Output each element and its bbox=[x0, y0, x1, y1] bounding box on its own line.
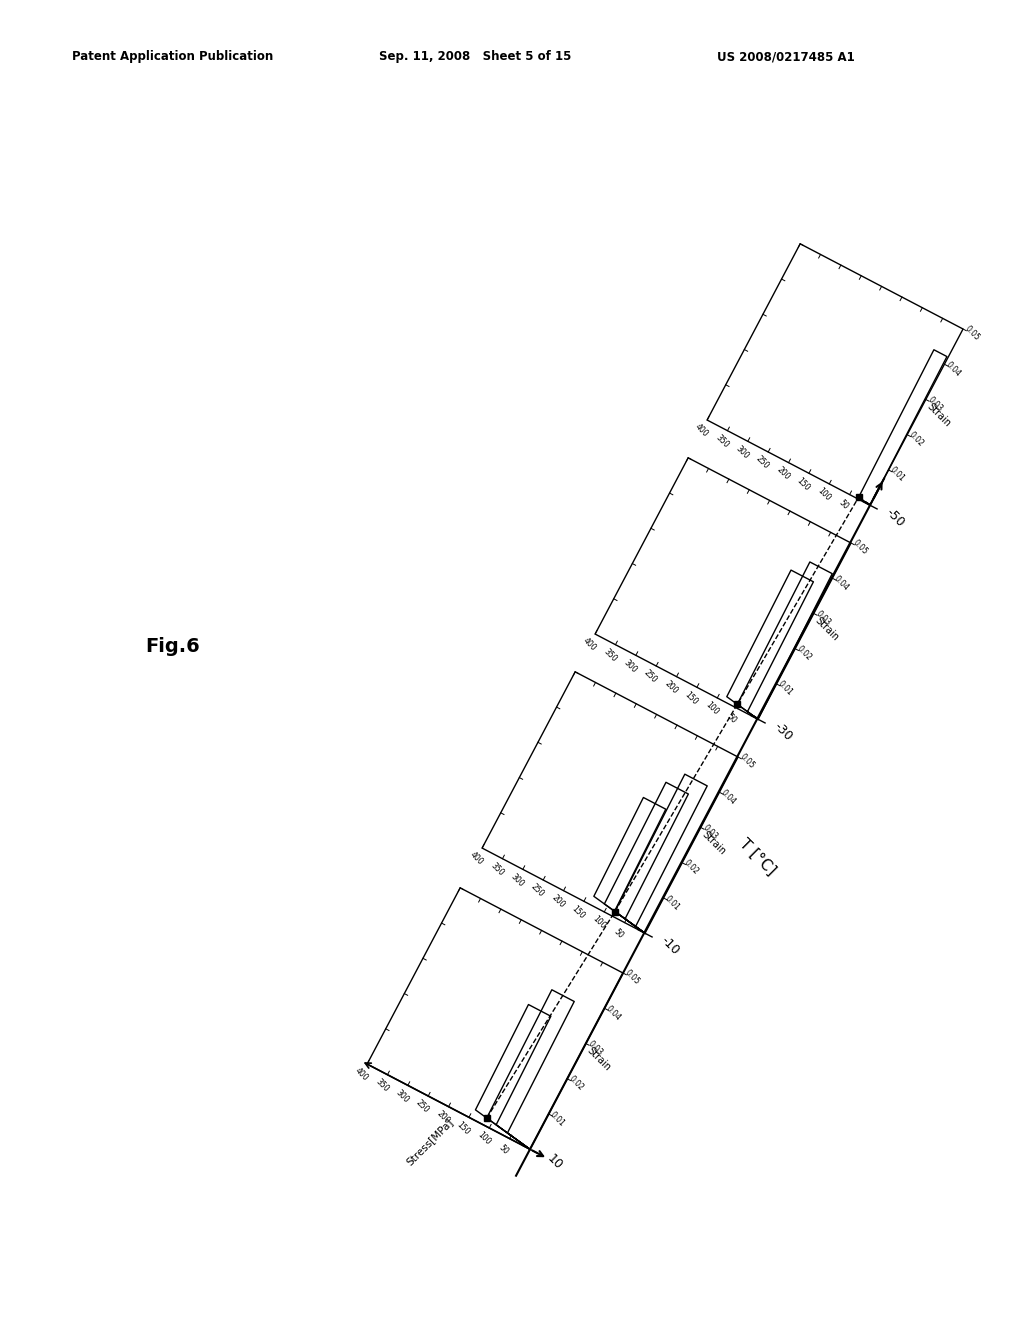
Text: 250: 250 bbox=[642, 668, 658, 685]
Text: US 2008/0217485 A1: US 2008/0217485 A1 bbox=[717, 50, 855, 63]
Text: 0.05: 0.05 bbox=[963, 325, 981, 343]
Text: -50: -50 bbox=[883, 507, 906, 531]
Text: 0.04: 0.04 bbox=[604, 1003, 623, 1022]
Text: 50: 50 bbox=[725, 713, 738, 726]
Text: Strain: Strain bbox=[700, 830, 728, 857]
Text: 200: 200 bbox=[775, 465, 792, 482]
Text: 50: 50 bbox=[498, 1143, 511, 1156]
Text: T [°C]: T [°C] bbox=[736, 837, 778, 878]
Text: 0.04: 0.04 bbox=[719, 788, 737, 807]
Text: 0.01: 0.01 bbox=[889, 466, 906, 484]
Text: -30: -30 bbox=[771, 721, 795, 744]
Text: 400: 400 bbox=[468, 850, 485, 867]
Text: 350: 350 bbox=[601, 647, 618, 664]
Text: 100: 100 bbox=[475, 1130, 492, 1147]
Text: 200: 200 bbox=[434, 1109, 452, 1126]
Text: 200: 200 bbox=[550, 892, 566, 909]
Text: 0.03: 0.03 bbox=[700, 822, 719, 841]
Text: 0.05: 0.05 bbox=[623, 969, 641, 987]
Text: 0.05: 0.05 bbox=[851, 539, 869, 557]
Text: 0.03: 0.03 bbox=[586, 1039, 604, 1057]
Text: 350: 350 bbox=[374, 1077, 390, 1094]
Text: Strain: Strain bbox=[813, 615, 841, 643]
Text: 0.01: 0.01 bbox=[664, 894, 682, 912]
Text: 250: 250 bbox=[415, 1098, 431, 1115]
Text: Stress[MPa]: Stress[MPa] bbox=[404, 1117, 456, 1167]
Text: 0.02: 0.02 bbox=[682, 858, 700, 876]
Text: 250: 250 bbox=[529, 882, 546, 899]
Text: 300: 300 bbox=[734, 444, 751, 461]
Text: 400: 400 bbox=[353, 1067, 370, 1082]
Text: 300: 300 bbox=[509, 871, 525, 888]
Text: 150: 150 bbox=[570, 904, 587, 920]
Text: 150: 150 bbox=[455, 1119, 472, 1137]
Text: Fig.6: Fig.6 bbox=[145, 638, 200, 656]
Text: 100: 100 bbox=[815, 486, 833, 503]
Text: 0.03: 0.03 bbox=[926, 395, 944, 413]
Text: 400: 400 bbox=[582, 636, 598, 653]
Text: 150: 150 bbox=[795, 475, 812, 492]
Text: 100: 100 bbox=[703, 700, 720, 717]
Text: 50: 50 bbox=[838, 499, 851, 512]
Text: 0.01: 0.01 bbox=[549, 1110, 566, 1127]
Text: 300: 300 bbox=[622, 657, 639, 675]
Text: 350: 350 bbox=[488, 861, 505, 878]
Text: 400: 400 bbox=[693, 422, 710, 440]
Text: 50: 50 bbox=[612, 927, 626, 940]
Text: 350: 350 bbox=[714, 433, 730, 450]
Text: 0.02: 0.02 bbox=[907, 430, 926, 449]
Text: 10: 10 bbox=[545, 1152, 565, 1172]
Text: 150: 150 bbox=[683, 689, 699, 706]
Text: 0.02: 0.02 bbox=[567, 1074, 586, 1093]
Text: 0.01: 0.01 bbox=[776, 680, 795, 698]
Text: 100: 100 bbox=[591, 915, 607, 931]
Text: 0.04: 0.04 bbox=[944, 360, 963, 378]
Text: 0.04: 0.04 bbox=[833, 574, 851, 593]
Text: 0.03: 0.03 bbox=[814, 609, 831, 627]
Text: -10: -10 bbox=[658, 935, 682, 958]
Text: 250: 250 bbox=[755, 454, 771, 471]
Text: 300: 300 bbox=[394, 1088, 411, 1105]
Text: Strain: Strain bbox=[586, 1045, 613, 1073]
Text: 0.02: 0.02 bbox=[795, 644, 813, 663]
Text: 200: 200 bbox=[663, 678, 679, 696]
Text: Sep. 11, 2008   Sheet 5 of 15: Sep. 11, 2008 Sheet 5 of 15 bbox=[379, 50, 571, 63]
Text: Strain: Strain bbox=[926, 401, 953, 429]
Text: Patent Application Publication: Patent Application Publication bbox=[72, 50, 273, 63]
Text: 0.05: 0.05 bbox=[738, 752, 756, 771]
